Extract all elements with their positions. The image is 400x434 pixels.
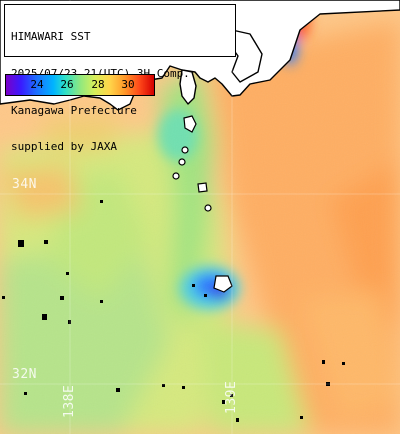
region-name: Kanagawa Prefecture [11,103,137,117]
colorbar-tick-24: 24 [30,78,44,91]
colorbar-tick-30: 30 [121,78,135,91]
island-hachijojima [213,275,233,293]
product-name: HIMAWARI SST [11,30,91,44]
data-credit: supplied by JAXA [11,140,117,154]
island-mikurajima [204,204,212,212]
latitude-label-34n: 34N [12,177,37,192]
island-miyakejima [197,182,208,193]
temperature-colorbar: 24 26 28 30 [5,74,155,96]
map-header: HIMAWARI SST 2025/07/23 21(UTC) 3H Comp.… [4,4,236,153]
island-toshima [181,146,189,154]
izu-peninsula [179,69,197,105]
izu-islands [172,115,233,293]
colorbar-tick-28: 28 [91,78,105,91]
island-shikinejima [172,172,180,180]
island-niijima [178,158,186,166]
longitude-label-139e: 139E [224,380,239,414]
latitude-label-32n: 32N [12,367,37,382]
missing-data [2,200,345,422]
island-oshima [183,115,197,133]
longitude-label-138e: 138E [62,384,77,418]
colorbar-tick-26: 26 [60,78,74,91]
